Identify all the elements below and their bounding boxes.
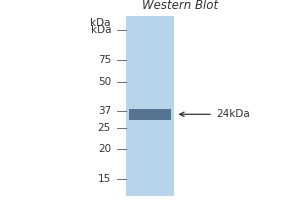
Text: Western Blot: Western Blot bbox=[142, 0, 218, 12]
Text: 37: 37 bbox=[98, 106, 111, 116]
Bar bbox=[126, 16, 174, 196]
Text: 50: 50 bbox=[98, 77, 111, 87]
Text: 25: 25 bbox=[98, 123, 111, 133]
Text: kDa: kDa bbox=[90, 18, 111, 28]
Bar bbox=[129, 109, 171, 120]
Text: 24kDa: 24kDa bbox=[216, 109, 250, 119]
Text: 15: 15 bbox=[98, 174, 111, 184]
Text: kDa: kDa bbox=[91, 25, 111, 35]
Text: 75: 75 bbox=[98, 55, 111, 65]
Text: 20: 20 bbox=[98, 144, 111, 154]
